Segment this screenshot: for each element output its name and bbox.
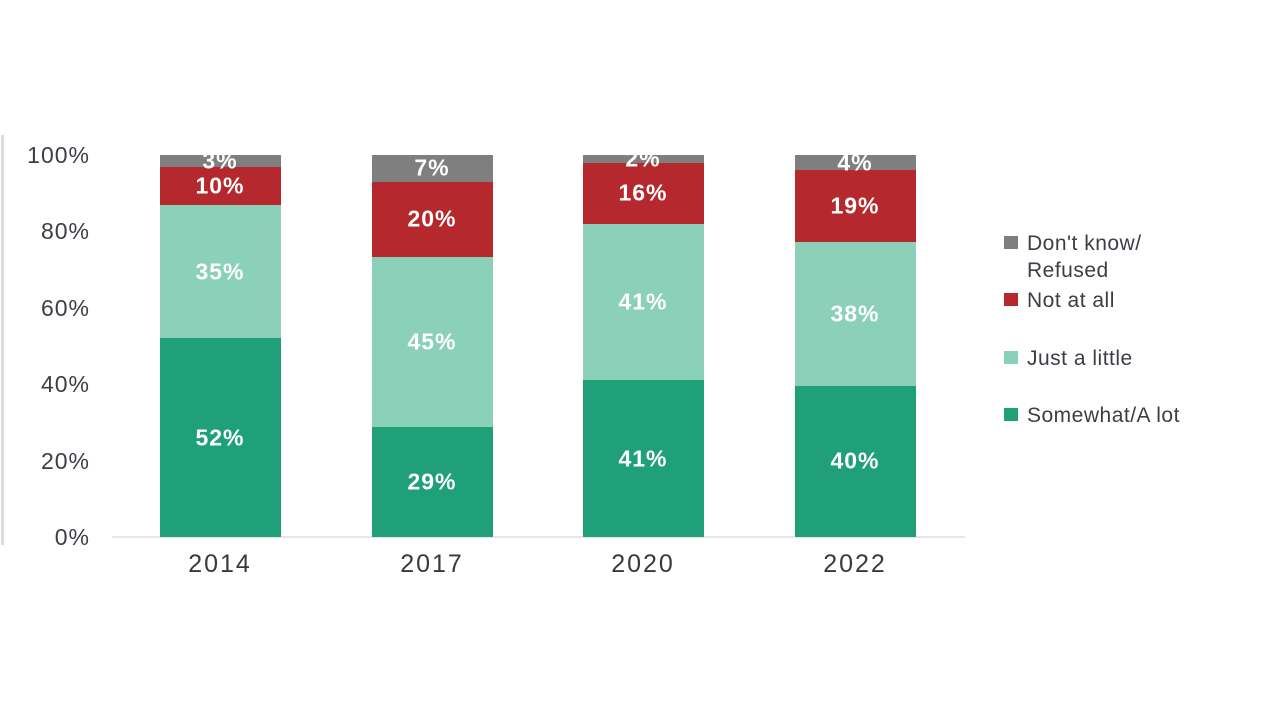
legend-label: Somewhat/A lot (1027, 404, 1180, 427)
legend-swatch-icon (1004, 293, 1018, 306)
y-tick-label: 20% (40, 447, 90, 474)
y-tick-label: 60% (40, 294, 90, 321)
bar-segment-2022-series-0: 40% (794, 385, 916, 537)
bar-segment-2022-series-1: 38% (794, 242, 916, 386)
bar-2017: 29% 45% 20% 7% (371, 154, 493, 537)
bar-segment-2017-series-3: 7% (371, 154, 493, 182)
x-category-label: 2014 (188, 550, 252, 578)
segment-data-label: 41% (618, 288, 668, 315)
x-axis-baseline (112, 536, 965, 538)
segment-data-label: 40% (830, 447, 880, 474)
legend-label: Don't know/ Refused (1027, 232, 1142, 282)
segment-data-label: 2% (625, 145, 661, 172)
segment-data-label: 19% (830, 192, 880, 219)
legend-item-3: Somewhat/A lot (1004, 402, 1180, 429)
legend-swatch-icon (1004, 236, 1018, 249)
legend-label: Just a little (1027, 347, 1133, 370)
bar-segment-2014-series-2: 10% (159, 166, 281, 205)
bar-2014: 52% 35% 10% 3% (159, 147, 281, 537)
segment-data-label: 10% (195, 172, 245, 199)
segment-data-label: 3% (202, 147, 238, 174)
bar-segment-2017-series-1: 45% (371, 257, 493, 428)
segment-data-label: 45% (407, 328, 457, 355)
bar-segment-2020-series-1: 41% (582, 223, 704, 381)
legend-item-1: Not at all (1004, 287, 1115, 314)
legend-swatch-icon (1004, 351, 1018, 364)
legend-label: Not at all (1027, 289, 1115, 312)
segment-data-label: 29% (407, 468, 457, 495)
segment-data-label: 16% (618, 179, 668, 206)
segment-data-label: 35% (195, 258, 245, 285)
bar-2020: 41% 41% 16% 2% (582, 145, 704, 537)
bar-segment-2014-series-3: 3% (159, 147, 281, 173)
bar-segment-2017-series-0: 29% (371, 427, 493, 537)
segment-data-label: 38% (830, 300, 880, 327)
bar-segment-2022-series-3: 4% (794, 149, 916, 175)
bar-segment-2020-series-0: 41% (582, 380, 704, 537)
legend-item-2: Just a little (1004, 345, 1133, 372)
y-tick-label: 100% (27, 142, 90, 168)
y-axis-line (1, 135, 4, 545)
bar-segment-2020-series-3: 2% (582, 145, 704, 171)
bar-segment-2022-series-2: 19% (794, 170, 916, 242)
legend-swatch-icon (1004, 408, 1018, 421)
x-category-label: 2022 (823, 550, 887, 578)
chart-legend: Don't know/ Refused Not at all Just a litt… (1004, 228, 1278, 438)
segment-data-label: 52% (195, 424, 245, 451)
y-tick-label: 0% (54, 524, 90, 550)
segment-data-label: 20% (407, 205, 457, 232)
legend-item-0: Don't know/ Refused (1004, 230, 1142, 284)
bar-2022: 40% 38% 19% 4% (794, 149, 916, 537)
segment-data-label: 7% (414, 154, 450, 181)
bar-segment-2014-series-0: 52% (159, 338, 281, 537)
y-tick-label: 80% (40, 218, 90, 245)
x-category-label: 2020 (611, 550, 675, 578)
segment-data-label: 41% (618, 445, 668, 472)
bar-segment-2014-series-1: 35% (159, 204, 281, 339)
segment-data-label: 4% (837, 149, 873, 176)
bar-segment-2017-series-2: 20% (371, 181, 493, 258)
bar-segment-2020-series-2: 16% (582, 162, 704, 224)
x-category-label: 2017 (400, 550, 464, 578)
y-tick-label: 40% (40, 371, 90, 398)
